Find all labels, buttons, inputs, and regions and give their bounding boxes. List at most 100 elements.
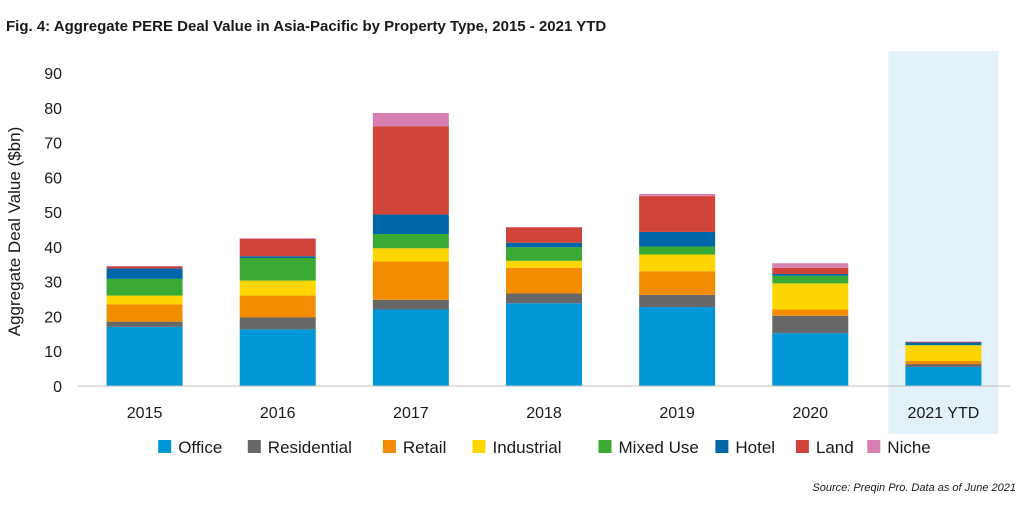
bar-segment-residential-2016 [239,317,316,330]
x-tick-label: 2020 [792,405,828,422]
bar-segment-residential-2021-ytd [905,364,982,367]
bar-segment-residential-2018 [506,293,582,304]
bar-segment-residential-2015 [106,321,183,327]
bar-segment-hotel-2016 [239,256,316,259]
x-tick-label: 2017 [393,405,429,422]
bar-segment-residential-2019 [639,294,716,308]
bar-segment-land-2020 [772,267,849,275]
bar-segment-industrial-2017 [372,248,449,262]
legend-label: Niche [887,438,930,457]
bar-segment-land-2017 [372,126,449,215]
y-axis-label: Aggregate Deal Value ($bn) [5,127,24,337]
source-note: Source: Preqin Pro. Data as of June 2021 [812,482,1016,494]
legend-item-land: Land [795,438,854,457]
bar-segment-industrial-2016 [239,280,316,296]
bar-segment-office-2021-ytd [905,366,982,386]
bar-segment-mixed-use-2019 [639,246,716,255]
x-tick-label: 2018 [526,405,562,422]
legend-label: Residential [268,438,352,457]
x-tick-label: 2015 [127,405,163,422]
y-tick-label: 30 [44,275,62,292]
legend-item-industrial: Industrial [472,438,562,457]
y-tick-label: 0 [53,379,62,396]
bar-segment-land-2018 [506,227,582,243]
bar-segment-niche-2016 [239,238,316,239]
legend-item-office: Office [158,438,222,457]
bar-segment-industrial-2015 [106,295,183,305]
y-tick-label: 80 [44,101,62,118]
bar-segment-hotel-2017 [372,214,449,235]
legend-item-mixed-use: Mixed Use [598,438,699,457]
bar-segment-hotel-2018 [506,242,582,248]
bar-segment-land-2015 [106,266,183,269]
bar-segment-retail-2018 [506,267,582,294]
x-tick-label: 2021 YTD [908,405,980,422]
legend-swatch [247,440,261,453]
legend-label: Mixed Use [619,438,699,457]
legend-label: Hotel [735,438,775,457]
bar-segment-industrial-2018 [506,260,582,268]
bar-segment-land-2021-ytd [905,341,982,343]
bar-segment-industrial-2020 [772,283,849,310]
x-tick-label: 2016 [260,405,296,422]
legend-swatch [867,440,881,453]
bar-segment-office-2019 [639,307,716,386]
bar-segment-hotel-2015 [106,268,183,279]
x-tick-label: 2019 [659,405,695,422]
bar-segment-retail-2020 [772,309,849,316]
y-tick-label: 60 [44,170,62,187]
bar-segment-retail-2021-ytd [905,360,982,365]
legend-layer: Office Residential Retail Industrial Mixed U… [158,438,931,457]
legend-label: Office [178,438,222,457]
bar-segment-industrial-2021-ytd [905,345,982,361]
bar-segment-office-2017 [372,309,449,386]
bar-segment-office-2018 [506,303,582,386]
y-tick-label: 20 [44,309,62,326]
y-tick-label: 40 [44,240,62,257]
bar-segment-retail-2017 [372,261,449,300]
legend-swatch [598,440,612,453]
y-tick-label: 50 [44,205,62,222]
bar-segment-retail-2016 [239,295,316,318]
axis-layer: 2015 2016 2017 2018 2019 2020 2021 YTD 0 10 20 30 4… [5,66,1010,422]
legend-label: Industrial [493,438,562,457]
bar-segment-industrial-2019 [639,254,716,272]
bar-segment-niche-2020 [772,263,849,268]
bar-segment-niche-2017 [372,112,449,127]
bar-segment-hotel-2020 [772,274,849,276]
bar-segment-retail-2015 [106,304,183,322]
y-tick-label: 10 [44,344,62,361]
bar-segment-mixed-use-2016 [239,258,316,281]
chart-title: Fig. 4: Aggregate PERE Deal Value in Asi… [6,18,607,35]
bar-segment-niche-2019 [639,194,716,197]
legend-swatch [715,440,729,453]
bar-segment-mixed-use-2020 [772,275,849,284]
bars-layer [106,112,982,386]
bar-segment-residential-2020 [772,315,849,334]
bar-segment-mixed-use-2018 [506,247,582,261]
legend-item-residential: Residential [247,438,352,457]
bar-segment-land-2016 [239,238,316,257]
bar-segment-office-2020 [772,333,849,386]
y-tick-label: 70 [44,136,62,153]
y-tick-label: 90 [44,66,62,83]
legend-swatch [472,440,486,453]
legend-swatch [158,440,172,453]
legend-label: Retail [403,438,446,457]
bar-segment-residential-2017 [372,299,449,310]
bar-segment-office-2015 [106,326,183,386]
bar-segment-mixed-use-2017 [372,234,449,249]
legend-item-hotel: Hotel [715,438,775,457]
legend-swatch [795,440,809,453]
legend-swatch [382,440,396,453]
legend-item-niche: Niche [867,438,931,457]
bar-segment-office-2016 [239,329,316,386]
legend-item-retail: Retail [382,438,446,457]
bar-segment-mixed-use-2015 [106,278,183,296]
bar-segment-retail-2019 [639,271,716,295]
bar-segment-hotel-2019 [639,231,716,247]
bar-segment-hotel-2021-ytd [905,342,982,345]
legend-label: Land [816,438,854,457]
bar-segment-land-2019 [639,196,716,232]
